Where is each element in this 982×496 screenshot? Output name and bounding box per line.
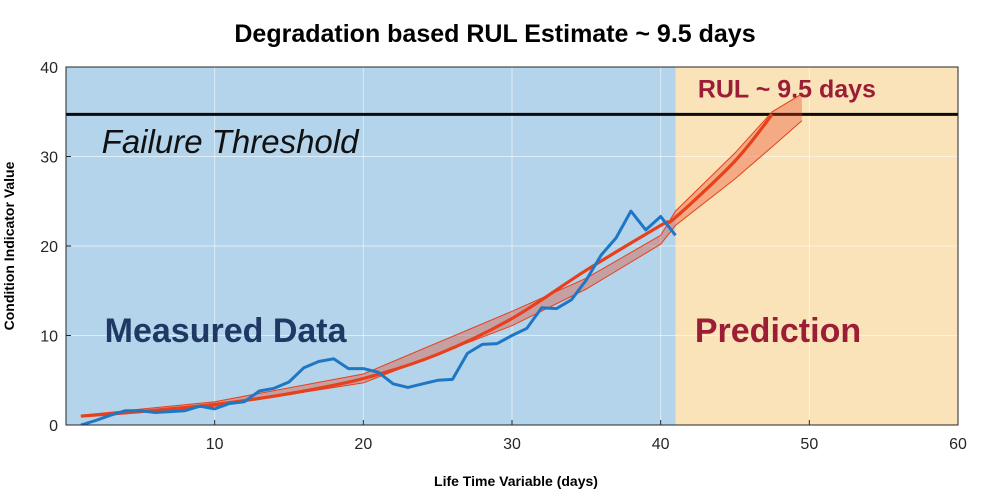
measured-data-label: Measured Data — [105, 312, 348, 350]
chart-title: Degradation based RUL Estimate ~ 9.5 day… — [234, 20, 755, 48]
y-tick-label: 30 — [40, 150, 58, 167]
fitted-degradation-curve — [80, 113, 774, 418]
x-tick-label: 50 — [800, 436, 818, 453]
x-tick-label: 60 — [949, 436, 967, 453]
prediction-label: Prediction — [695, 312, 861, 350]
rul-annotation: RUL ~ 9.5 days — [698, 75, 876, 103]
y-tick-label: 0 — [49, 418, 58, 435]
x-axis-ticks: 10 20 30 40 50 60 — [206, 420, 967, 453]
y-axis-label: Condition Indicator Value — [1, 161, 17, 330]
measured-data-line — [80, 209, 677, 425]
x-tick-label: 40 — [652, 436, 670, 453]
x-tick-label: 20 — [354, 436, 372, 453]
y-axis-ticks: 0 10 20 30 40 — [40, 60, 71, 435]
x-tick-label: 30 — [503, 436, 521, 453]
failure-threshold-label: Failure Threshold — [102, 123, 360, 160]
confidence-band-upper-edge — [80, 93, 803, 416]
grid-lines — [66, 67, 958, 425]
y-tick-label: 10 — [40, 329, 58, 346]
y-tick-label: 40 — [40, 60, 58, 77]
x-axis-label: Life Time Variable (days) — [434, 473, 598, 489]
x-tick-label: 10 — [206, 436, 224, 453]
y-tick-label: 20 — [40, 239, 58, 256]
